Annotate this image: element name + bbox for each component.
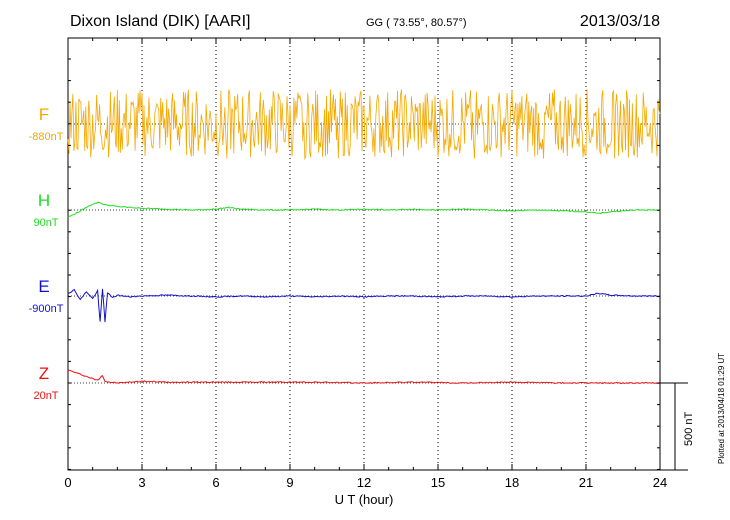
tick-label-18: 18: [505, 475, 519, 490]
baseline-value-F: -880nT: [29, 131, 64, 143]
x-axis-ticks: 0 3 6 9 12 15 18 21 24: [64, 38, 667, 490]
trace-H: [67, 201, 661, 218]
trace-F: [67, 89, 661, 161]
station-title: Dixon Island (DIK) [AARI]: [70, 13, 251, 30]
baseline-value-H: 90nT: [33, 217, 58, 229]
tick-label-6: 6: [212, 475, 219, 490]
component-labels: F -880nT H 90nT E -900nT Z 20nT: [29, 105, 64, 402]
tick-label-9: 9: [286, 475, 293, 490]
plot-date: 2013/03/18: [580, 13, 660, 30]
x-axis-label: U T (hour): [335, 492, 394, 507]
tick-label-0: 0: [64, 475, 71, 490]
component-name-E: E: [38, 277, 49, 296]
scale-bar: 500 nT: [660, 382, 695, 471]
tick-label-24: 24: [653, 475, 667, 490]
tick-label-12: 12: [357, 475, 371, 490]
baseline-value-Z: 20nT: [33, 390, 58, 402]
component-name-F: F: [39, 105, 49, 124]
vertical-gridlines: [141, 38, 587, 470]
component-name-H: H: [38, 191, 50, 210]
trace-E: [67, 288, 661, 323]
tick-label-21: 21: [579, 475, 593, 490]
component-traces: [67, 89, 661, 385]
tick-label-3: 3: [138, 475, 145, 490]
plotted-at-note: Plotted at 2013/04/18 01:29 UT: [717, 353, 726, 464]
scale-bar-label: 500 nT: [683, 411, 695, 446]
station-coordinates: GG ( 73.55°, 80.57°): [366, 17, 467, 29]
trace-Z: [67, 369, 661, 385]
baseline-value-E: -900nT: [29, 303, 64, 315]
component-name-Z: Z: [39, 364, 49, 383]
tick-label-15: 15: [431, 475, 445, 490]
